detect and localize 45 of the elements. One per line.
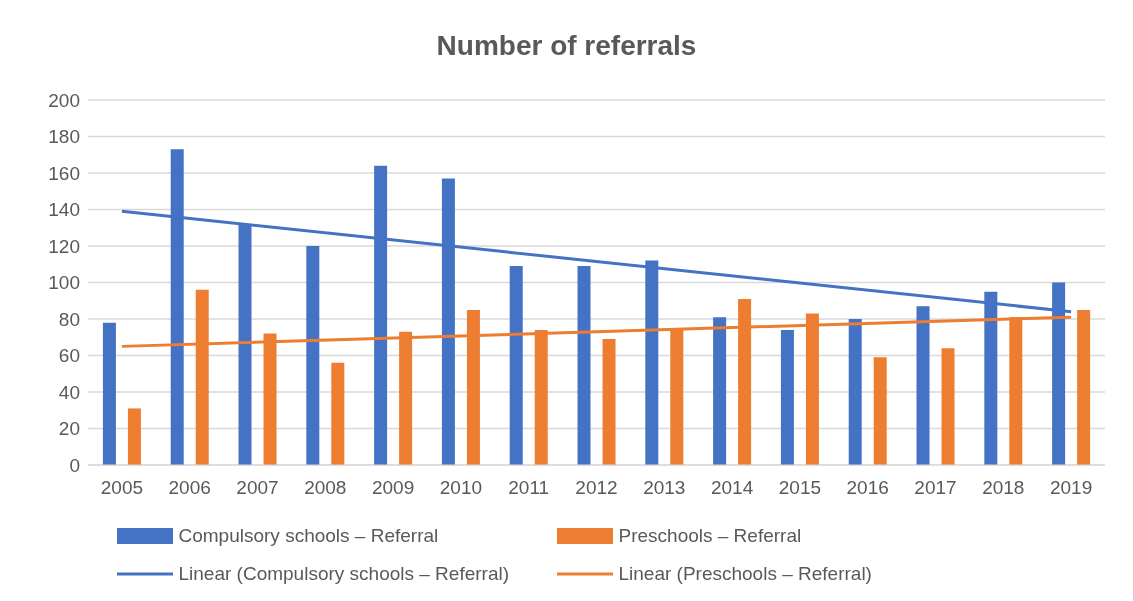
bar [331,362,345,465]
bar [102,322,116,465]
x-tick-label: 2014 [710,477,754,499]
x-tick-label: 2018 [982,477,1025,499]
y-tick-label: 20 [58,418,80,440]
bar [780,329,794,465]
y-tick-label: 80 [58,308,80,330]
y-tick-label: 200 [48,89,80,111]
x-tick-label: 2017 [914,477,957,499]
x-tick-label: 2016 [846,477,889,499]
bar [509,266,523,465]
bar [602,339,616,465]
x-tick-label: 2006 [168,477,211,499]
x-tick-label: 2010 [439,477,483,499]
y-tick-label: 140 [48,199,80,221]
legend-label: Preschools – Referral [618,525,802,547]
legend-label: Compulsory schools – Referral [178,525,439,547]
x-tick-label: 2007 [236,477,279,499]
y-tick-label: 40 [58,381,80,403]
chart-title: Number of referrals [435,29,698,63]
y-tick-label: 0 [69,454,80,476]
legend-label: Linear (Preschools – Referral) [618,563,872,585]
x-tick-label: 2005 [100,477,144,499]
bar [127,408,141,465]
bar [848,319,862,465]
y-tick-label: 60 [58,345,80,367]
x-tick-label: 2009 [371,477,415,499]
bar [713,317,727,465]
bar [306,246,320,465]
x-tick-label: 2013 [643,477,686,499]
legend-label: Linear (Compulsory schools – Referral) [178,563,510,585]
x-tick-label: 2008 [304,477,347,499]
y-tick-label: 120 [48,235,80,257]
y-tick-label: 180 [48,126,80,148]
y-tick-label: 160 [48,162,80,184]
x-tick-label: 2019 [1049,477,1093,499]
bar [941,348,955,465]
x-tick-label: 2012 [575,477,618,499]
y-tick-label: 100 [48,272,80,294]
bar [916,306,930,465]
bar [873,357,887,465]
bar [1077,309,1091,465]
x-tick-label: 2011 [508,477,550,499]
x-tick-label: 2015 [778,477,822,499]
bar [577,266,591,465]
